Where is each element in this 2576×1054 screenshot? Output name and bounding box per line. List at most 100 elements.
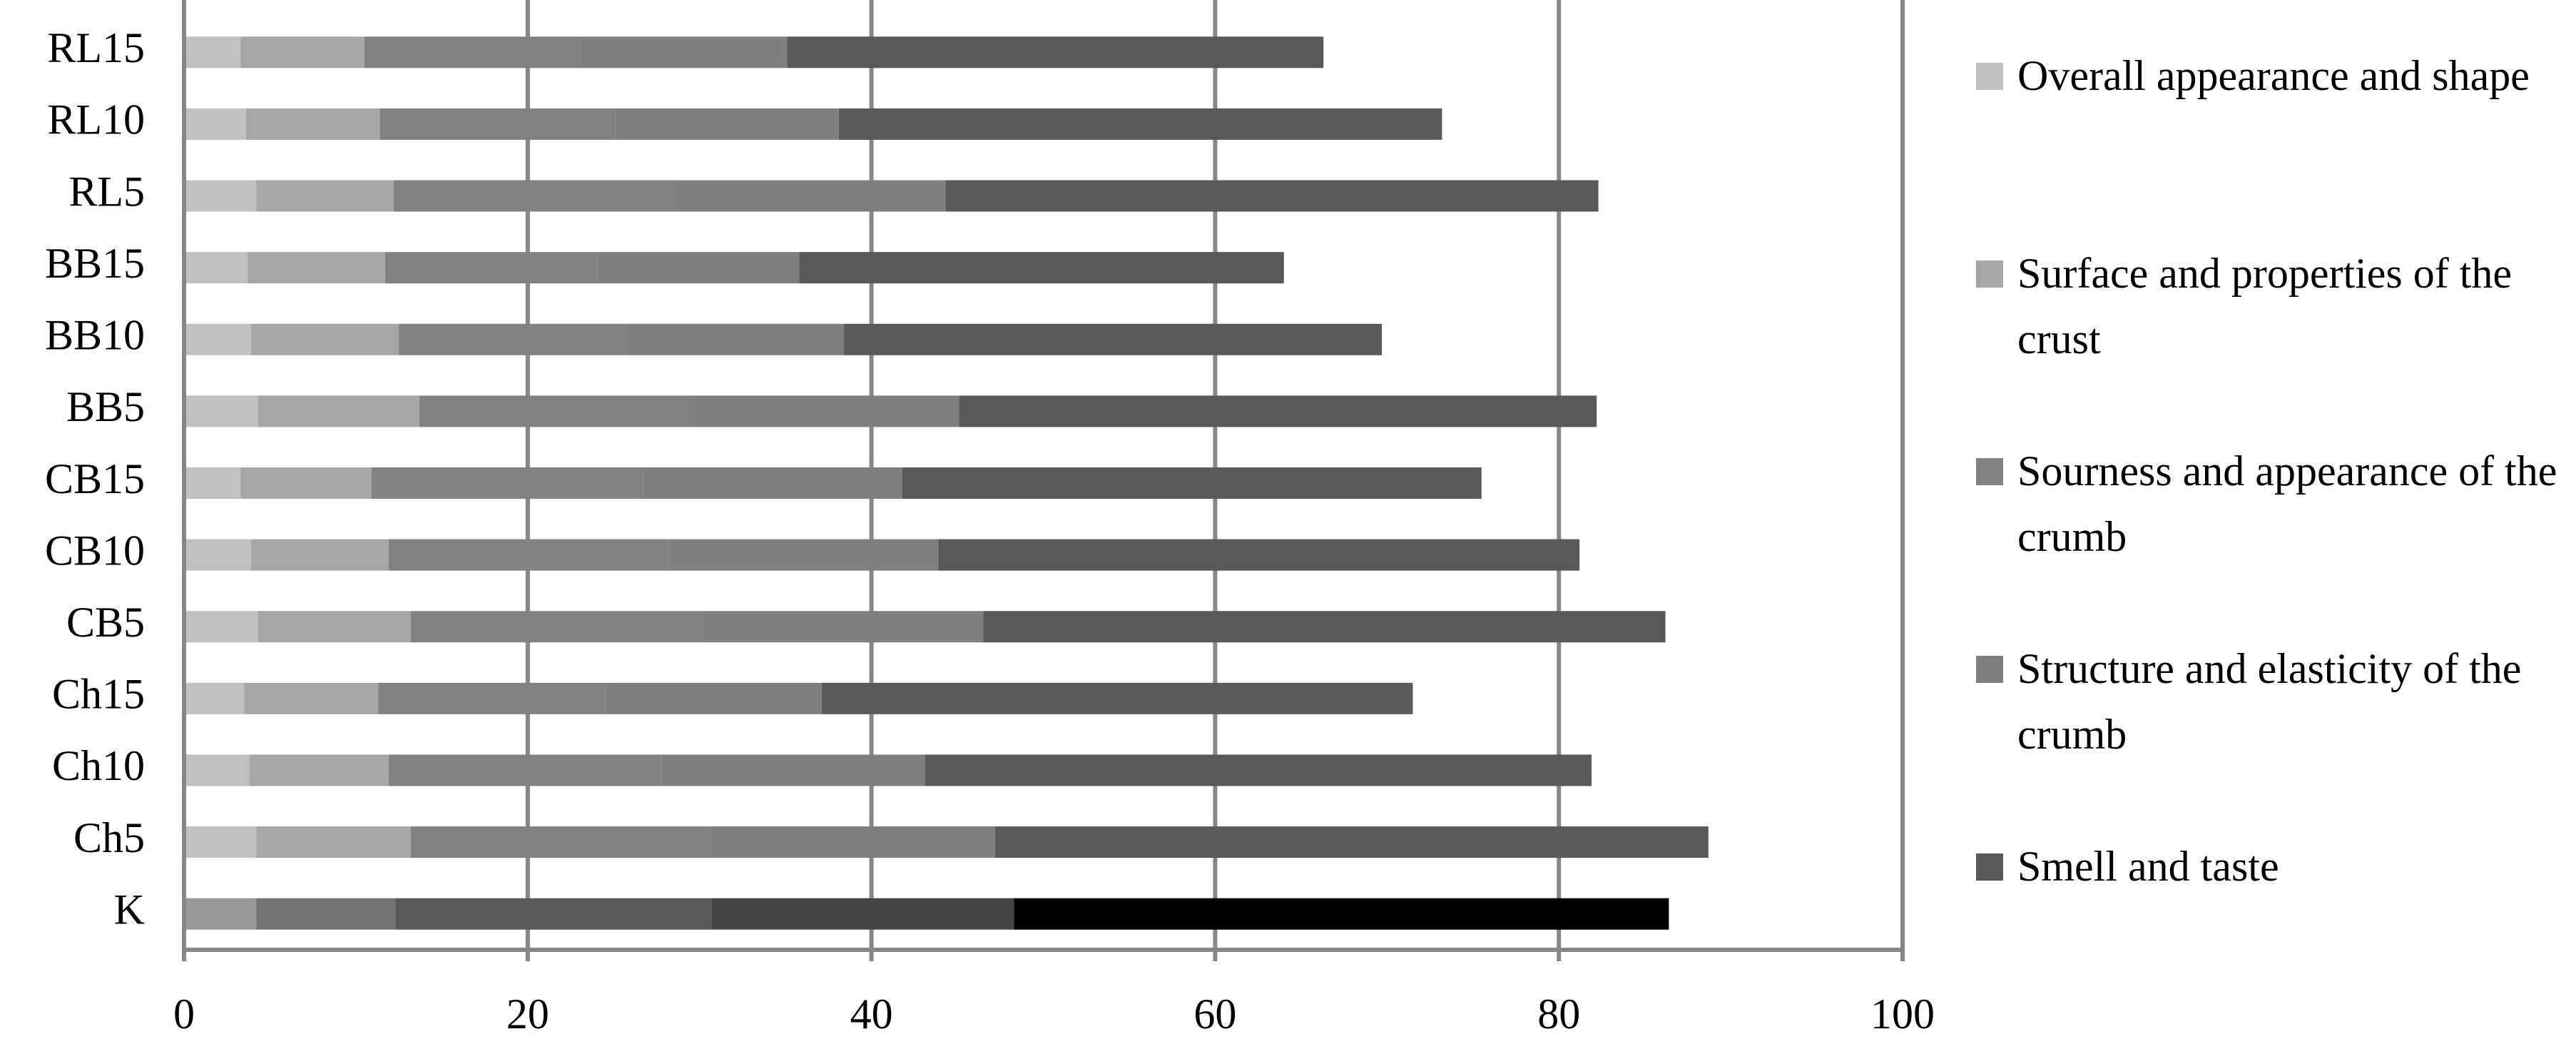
legend-swatch [1976,458,2003,485]
bar-segment [643,467,902,499]
bar-segment [710,826,996,858]
legend-item: Surface and properties of the crust [1976,240,2567,438]
bar-segment [184,898,257,930]
legend-swatch [1976,656,2003,683]
legend-swatch [1976,853,2003,881]
bar-segment [596,252,800,284]
bar-segment [184,539,251,571]
bar-segment [799,252,1284,284]
bar-segment [844,323,1383,355]
y-tick-label: CB5 [66,599,145,646]
bar-segment [787,36,1324,69]
bar-segment [938,539,1580,571]
bar-segment [902,467,1482,499]
x-tick-label: 60 [1193,990,1236,1038]
y-tick-label: BB5 [66,383,145,430]
y-tick-label: RL5 [68,168,145,215]
bar-segment [184,395,258,427]
legend-label: Structure and elasticity of the crumb [2017,645,2522,758]
legend-label: Surface and properties of the crust [2017,250,2513,363]
bar-segment [388,754,662,786]
bar-segment [395,898,712,930]
y-tick-label: CB15 [45,455,145,502]
bar-segment [256,826,411,858]
bar-segment [983,611,1666,643]
bar-segment [838,108,1442,140]
legend-label: Overall appearance and shape [2017,52,2530,99]
bar-segment [626,323,845,355]
y-tick-label: K [114,886,145,933]
legend-label: Smell and taste [2017,843,2279,890]
bar-segment [184,252,248,284]
bar-segment [248,252,385,284]
bar-segment [250,539,389,571]
bar-segment [388,539,669,571]
legend: Overall appearance and shape Surface and … [1976,43,2568,1031]
bar-segment [371,467,643,499]
bar-segment [694,395,959,427]
bar-segment [240,36,365,69]
bar-segment [184,36,241,69]
bar-segment [240,467,372,499]
bar-segment [925,754,1592,786]
bar-segment [581,36,788,69]
bar-segment [184,467,241,499]
bar-segment [668,539,939,571]
bar-segment [256,898,396,930]
y-tick-label: BB10 [45,312,145,359]
bar-segment [661,754,925,786]
y-tick-label: RL15 [47,24,145,71]
legend-item: Sourness and appearance of the crumb [1976,438,2567,636]
bar-segment [605,682,822,714]
bar-segment [385,252,597,284]
y-tick-label: BB15 [45,240,145,287]
legend-item: Overall appearance and shape [1976,43,2567,240]
bar-segment [184,108,246,140]
bar-segment [410,611,703,643]
bar-segment [399,323,626,355]
x-tick-label: 80 [1537,990,1580,1038]
bar-segment [184,826,257,858]
bar-segment [258,611,411,643]
legend-swatch [1976,260,2003,288]
legend-label: Sourness and appearance of the crumb [2017,447,2557,560]
x-tick-label: 0 [173,990,195,1038]
bar-segment [249,754,389,786]
bar-segment [184,180,257,212]
legend-swatch [1976,63,2003,90]
bar-segment [615,108,839,140]
legend-item: Structure and elasticity of the crumb [1976,636,2567,833]
bar-segment [184,611,258,643]
bar-segment [959,395,1597,427]
bar-segment [378,682,606,714]
bar-segment [419,395,695,427]
bar-segment [703,611,984,643]
bar-segment [184,754,250,786]
bar-segment [245,108,380,140]
bar-segment [244,682,379,714]
bar-segment [393,180,676,212]
bar-segment [250,323,399,355]
bar-segment [258,395,420,427]
x-tick-label: 40 [850,990,893,1038]
y-tick-label: Ch10 [52,742,145,789]
bar-segment [821,682,1413,714]
x-tick-label: 20 [506,990,549,1038]
legend-item: Smell and taste [1976,833,2567,1031]
y-tick-label: Ch15 [52,671,145,718]
bar-segment [256,180,394,212]
bar-segment [1014,898,1669,930]
bar-segment [675,180,946,212]
bar-segment [995,826,1709,858]
bar-segment [945,180,1599,212]
y-tick-label: Ch5 [73,814,145,861]
y-tick-label: RL10 [47,96,145,143]
bar-segment [184,682,245,714]
bar-segment [184,323,251,355]
y-tick-label: CB10 [45,527,145,574]
bar-segment [711,898,1014,930]
x-tick-label: 100 [1870,990,1935,1038]
bar-segment [380,108,616,140]
